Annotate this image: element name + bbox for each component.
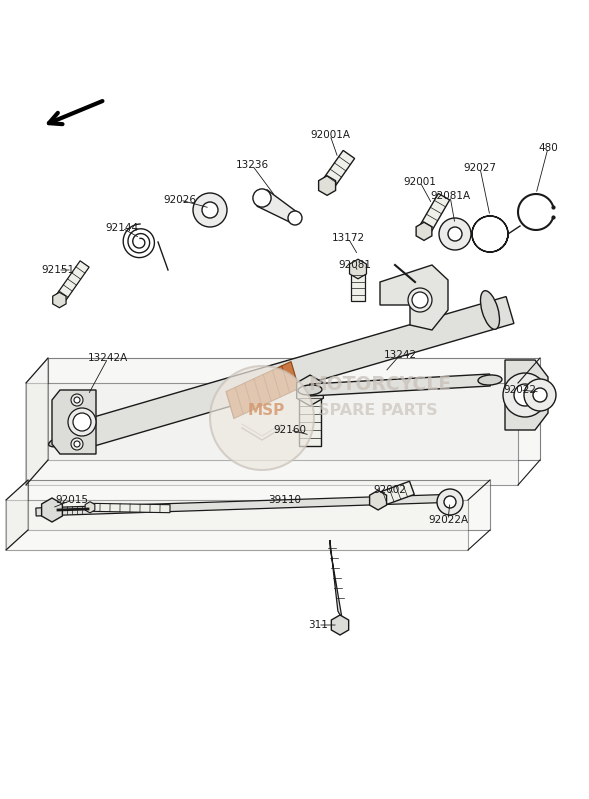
Circle shape <box>503 373 547 417</box>
Ellipse shape <box>481 291 499 329</box>
Polygon shape <box>52 390 96 454</box>
Circle shape <box>437 489 463 515</box>
Circle shape <box>71 394 83 406</box>
Circle shape <box>524 379 556 411</box>
Text: SPARE PARTS: SPARE PARTS <box>318 403 438 418</box>
Circle shape <box>68 408 96 436</box>
Polygon shape <box>322 150 355 189</box>
Text: 92001: 92001 <box>403 177 436 187</box>
Circle shape <box>73 413 91 431</box>
Text: 92002: 92002 <box>373 485 406 495</box>
Ellipse shape <box>478 375 502 385</box>
Polygon shape <box>85 502 95 513</box>
Text: 92027: 92027 <box>464 163 497 173</box>
Polygon shape <box>418 193 449 235</box>
Circle shape <box>253 189 271 207</box>
Text: 13242: 13242 <box>383 350 416 360</box>
Circle shape <box>74 441 80 447</box>
Polygon shape <box>55 260 89 303</box>
Circle shape <box>448 227 462 241</box>
Text: 92026: 92026 <box>164 195 197 205</box>
Text: 480: 480 <box>538 143 558 153</box>
Circle shape <box>193 193 227 227</box>
Polygon shape <box>349 259 366 279</box>
Polygon shape <box>42 498 62 522</box>
Text: 13172: 13172 <box>332 233 365 243</box>
Polygon shape <box>380 265 448 330</box>
Circle shape <box>71 438 83 450</box>
Text: 92015: 92015 <box>55 495 88 505</box>
Polygon shape <box>226 362 299 419</box>
Polygon shape <box>257 190 298 223</box>
Text: 13236: 13236 <box>236 160 269 170</box>
Polygon shape <box>299 391 321 446</box>
Polygon shape <box>36 494 460 516</box>
Ellipse shape <box>49 433 81 447</box>
Polygon shape <box>90 503 170 513</box>
Polygon shape <box>310 374 490 396</box>
Text: 92081: 92081 <box>339 260 372 270</box>
Circle shape <box>202 202 218 218</box>
Polygon shape <box>505 360 548 430</box>
Circle shape <box>444 496 456 508</box>
Text: 92151: 92151 <box>41 265 75 275</box>
Polygon shape <box>26 358 48 485</box>
Circle shape <box>533 388 547 402</box>
Polygon shape <box>376 481 414 507</box>
Text: 92022: 92022 <box>504 385 537 395</box>
Circle shape <box>74 397 80 403</box>
Text: 13242A: 13242A <box>88 353 128 363</box>
Polygon shape <box>6 480 28 550</box>
Text: 92022A: 92022A <box>428 515 468 525</box>
Text: 311: 311 <box>308 620 328 630</box>
Polygon shape <box>6 500 468 550</box>
Text: 39110: 39110 <box>269 495 302 505</box>
Circle shape <box>408 288 432 312</box>
Polygon shape <box>416 222 432 240</box>
Polygon shape <box>351 269 365 301</box>
Polygon shape <box>52 292 66 308</box>
Text: 92001A: 92001A <box>310 130 350 140</box>
Text: 92144: 92144 <box>105 223 138 233</box>
Circle shape <box>514 384 536 406</box>
Ellipse shape <box>298 385 322 395</box>
Polygon shape <box>28 480 490 530</box>
Polygon shape <box>61 296 514 454</box>
Polygon shape <box>26 383 518 485</box>
Text: 92081A: 92081A <box>430 191 470 201</box>
Text: 92160: 92160 <box>273 425 306 435</box>
Text: MOTORCYCLE: MOTORCYCLE <box>308 375 451 394</box>
Polygon shape <box>297 375 323 406</box>
Circle shape <box>210 366 314 470</box>
Polygon shape <box>332 615 349 635</box>
Polygon shape <box>319 176 336 196</box>
Circle shape <box>288 211 302 225</box>
Text: MSP: MSP <box>248 403 285 418</box>
Circle shape <box>412 292 428 308</box>
Circle shape <box>439 218 471 250</box>
Polygon shape <box>370 491 386 510</box>
Polygon shape <box>48 358 540 460</box>
Polygon shape <box>330 540 342 619</box>
